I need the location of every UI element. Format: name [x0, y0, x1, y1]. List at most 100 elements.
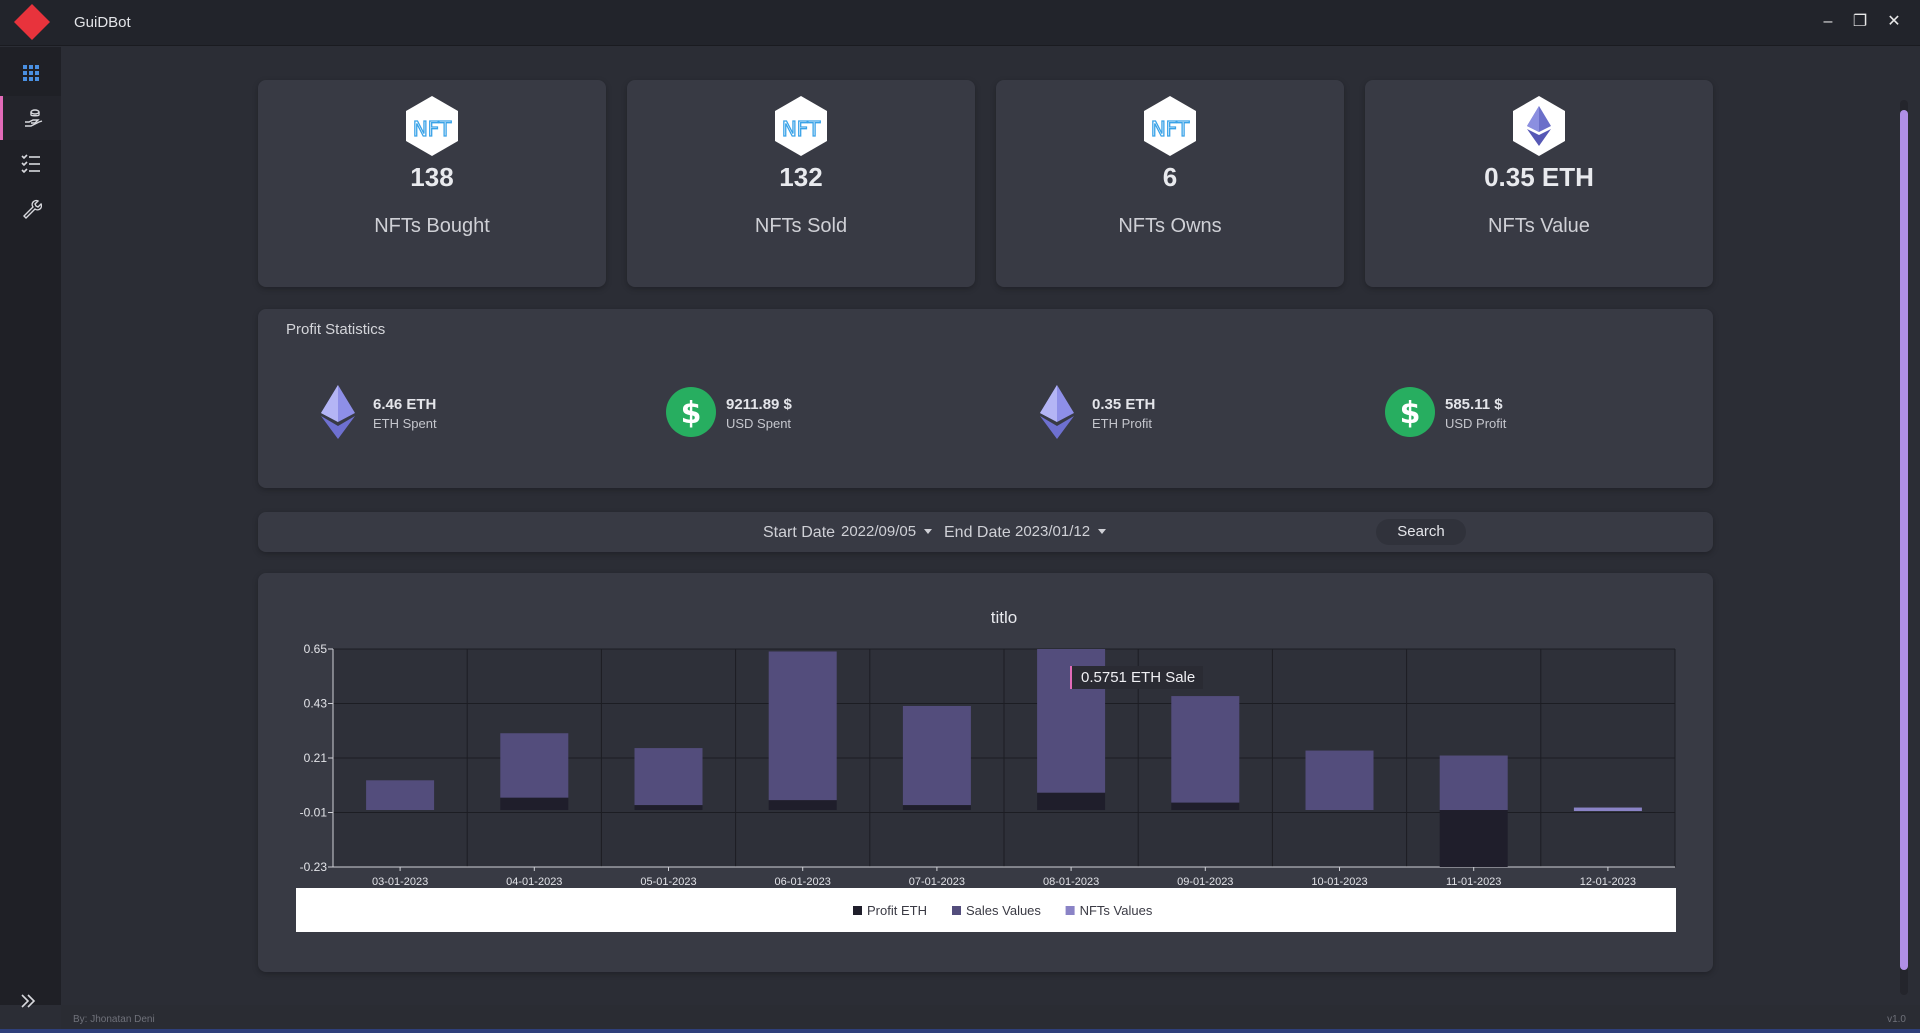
- sidebar: [0, 47, 61, 1008]
- chart-tooltip: 0.5751 ETH Sale: [1070, 666, 1204, 689]
- stat-card-value: 0.35 ETH NFTs Value: [1365, 80, 1713, 287]
- stat-label: NFTs Sold: [754, 215, 848, 237]
- profit-item-usd-profit: $ 585.11 $ USD Profit: [1385, 385, 1685, 439]
- profit-value: 0.35 ETH: [1092, 396, 1156, 413]
- chart-panel: titlo 0.65 0.43 0.21 -0.01 -0.23 03-01-2023 04-…: [258, 573, 1713, 972]
- bar-sales-values: [1439, 755, 1508, 811]
- hand-coins-icon: [25, 109, 43, 127]
- bar-profit-eth: [902, 805, 971, 811]
- sidebar-item-trades[interactable]: [0, 96, 61, 140]
- bar-chart: titlo 0.65 0.43 0.21 -0.01 -0.23 03-01-2023 04-…: [296, 608, 1676, 932]
- panel-title: Profit Statistics: [286, 321, 386, 338]
- grid-icon: [23, 65, 39, 81]
- profit-item-usd-spent: $ 9211.89 $ USD Spent: [666, 385, 966, 439]
- nft-icon: NFT: [1144, 96, 1196, 156]
- start-date-picker[interactable]: 2022/09/05: [841, 523, 917, 540]
- checklist-icon: [21, 154, 40, 174]
- app-logo-icon: [14, 4, 50, 40]
- svg-text:NFT: NFT: [1151, 117, 1190, 141]
- x-tick-label: 12-01-2023: [1580, 876, 1636, 888]
- x-tick-label: 11-01-2023: [1446, 876, 1501, 888]
- stat-value: 132: [779, 162, 823, 192]
- status-bar: By: Jhonatan Deni v1.0: [61, 1005, 1920, 1033]
- x-tick-label: 08-01-2023: [1043, 876, 1099, 888]
- profit-value: 585.11 $: [1445, 396, 1503, 413]
- bar-sales-values: [768, 651, 837, 801]
- scrollbar-thumb[interactable]: [1900, 110, 1908, 970]
- bar-sales-values: [1305, 750, 1374, 811]
- profit-label: USD Spent: [726, 416, 792, 431]
- legend-swatch: [952, 906, 961, 915]
- bar-profit-eth: [1439, 810, 1508, 867]
- stat-label: NFTs Owns: [1118, 215, 1222, 237]
- close-button[interactable]: ✕: [1887, 13, 1901, 30]
- x-tick-label: 10-01-2023: [1311, 876, 1367, 888]
- svg-text:$: $: [681, 396, 702, 431]
- taskbar-edge: [0, 1029, 1920, 1033]
- chevron-down-icon[interactable]: [924, 529, 932, 534]
- search-button[interactable]: Search: [1376, 519, 1466, 545]
- profit-item-eth-profit: 0.35 ETH ETH Profit: [1032, 385, 1332, 439]
- nft-icon: NFT: [406, 96, 458, 156]
- stat-value: 138: [410, 162, 454, 192]
- legend-label: Profit ETH: [867, 903, 927, 918]
- app-title: GuiDBot: [74, 14, 131, 31]
- x-tick-label: 09-01-2023: [1177, 876, 1233, 888]
- svg-text:NFT: NFT: [413, 117, 452, 141]
- end-date-picker[interactable]: 2023/01/12: [1015, 523, 1091, 540]
- profit-item-eth-spent: 6.46 ETH ETH Spent: [313, 385, 613, 439]
- wrench-icon: [23, 199, 42, 219]
- bar-sales-values: [1171, 696, 1240, 803]
- stat-card-sold: NFT 132 NFTs Sold: [627, 80, 975, 287]
- svg-text:NFT: NFT: [782, 117, 821, 141]
- profit-value: 9211.89 $: [726, 396, 792, 413]
- y-tick-label: 0.43: [304, 697, 328, 711]
- expand-sidebar-icon[interactable]: [18, 991, 38, 1011]
- legend-label: NFTs Values: [1080, 903, 1153, 918]
- stat-label: NFTs Bought: [374, 215, 490, 237]
- bar-profit-eth: [500, 797, 569, 811]
- author-credit: By: Jhonatan Deni: [73, 1014, 155, 1025]
- y-tick-label: 0.21: [304, 751, 328, 765]
- y-tick-label: -0.23: [300, 860, 328, 874]
- ethereum-icon: [1040, 385, 1074, 439]
- date-filter-bar: Start Date 2022/09/05 End Date 2023/01/1…: [258, 512, 1713, 552]
- sidebar-item-dashboard[interactable]: [0, 51, 61, 95]
- start-date-label: Start Date: [763, 524, 836, 541]
- version-label: v1.0: [1887, 1014, 1906, 1025]
- profit-label: ETH Profit: [1092, 416, 1152, 431]
- dollar-icon: $: [666, 387, 716, 437]
- sidebar-item-settings[interactable]: [0, 186, 61, 230]
- bar-sales-values: [500, 733, 569, 798]
- bar-profit-eth: [1171, 802, 1240, 811]
- bar-sales-values: [902, 705, 971, 806]
- profit-label: ETH Spent: [373, 416, 437, 431]
- sidebar-item-list[interactable]: [0, 141, 61, 185]
- bar-profit-eth: [768, 800, 837, 811]
- profit-value: 6.46 ETH: [373, 396, 437, 413]
- stat-value: 6: [1162, 162, 1178, 192]
- chart-title: titlo: [991, 608, 1017, 627]
- minimize-button[interactable]: –: [1823, 13, 1833, 30]
- end-date-label: End Date: [944, 524, 1011, 541]
- profit-label: USD Profit: [1445, 416, 1507, 431]
- y-tick-label: -0.01: [300, 806, 328, 820]
- legend-label: Sales Values: [966, 903, 1041, 918]
- chevron-down-icon[interactable]: [1098, 529, 1106, 534]
- bar-sales-values: [634, 748, 703, 806]
- stat-label: NFTs Value: [1488, 215, 1590, 237]
- stat-card-owns: NFT 6 NFTs Owns: [996, 80, 1344, 287]
- x-tick-label: 04-01-2023: [506, 876, 562, 888]
- nft-icon: NFT: [775, 96, 827, 156]
- ethereum-icon: [1513, 96, 1565, 156]
- bar-nfts-values: [1573, 807, 1642, 812]
- y-tick-label: 0.65: [304, 642, 328, 656]
- ethereum-icon: [321, 385, 355, 439]
- profit-statistics-panel: Profit Statistics 6.46 ETH ETH Spent $ 9…: [258, 309, 1713, 488]
- legend-swatch: [1065, 906, 1075, 915]
- chart-legend: [296, 888, 1676, 932]
- title-bar: GuiDBot – ❐ ✕: [0, 0, 1920, 46]
- stat-card-bought: NFT 138 NFTs Bought: [258, 80, 606, 287]
- maximize-button[interactable]: ❐: [1852, 13, 1868, 30]
- svg-text:$: $: [1400, 396, 1421, 431]
